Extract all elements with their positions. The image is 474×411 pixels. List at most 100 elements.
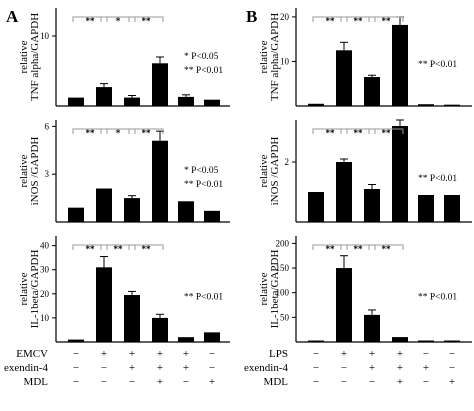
p-value-annotation-2: ** P<0.01 — [184, 66, 223, 76]
sig-stars-1: ** — [326, 128, 336, 138]
condition-label: MDL — [264, 376, 289, 388]
y-tick-label: 6 — [45, 121, 50, 131]
y-axis-label-line-1: relative — [18, 154, 30, 187]
y-axis-label-line-1: relative — [258, 272, 270, 305]
condition-mark: − — [313, 362, 319, 374]
bar-1 — [308, 192, 324, 222]
condition-mark: − — [341, 376, 347, 388]
condition-mark: − — [209, 362, 215, 374]
sig-bracket-1 — [312, 16, 348, 22]
y-axis-label-line-2: IL-1beta/GAPDH — [29, 250, 41, 329]
condition-label: LPS — [269, 348, 288, 360]
bar-2 — [336, 162, 352, 222]
sig-stars-2: * — [116, 16, 121, 26]
y-tick-label: 3 — [45, 169, 50, 179]
bar-2 — [96, 87, 112, 106]
y-tick-label: 40 — [40, 241, 50, 251]
condition-label: MDL — [24, 376, 49, 388]
y-axis-label-line-2: iNOS /GAPDH — [29, 137, 41, 206]
p-value-annotation-1: ** P<0.01 — [418, 60, 457, 70]
bar-5 — [418, 340, 434, 342]
p-value-annotation-1: * P<0.05 — [184, 52, 219, 62]
bar-3 — [124, 295, 140, 342]
bar-2 — [336, 268, 352, 342]
bar-5 — [178, 337, 194, 342]
bar-1 — [68, 207, 84, 222]
bar-2 — [336, 50, 352, 106]
panel-label-a: A — [6, 7, 19, 26]
condition-mark: − — [73, 362, 79, 374]
bar-5 — [178, 96, 194, 106]
chart-panel-6: 50 100 150 200 relative IL-1beta/GAPDH ** ** ** *… — [258, 236, 472, 343]
condition-mark: − — [73, 348, 79, 360]
y-axis-label-line-2: TNF alpha/GAPDH — [269, 13, 281, 101]
condition-mark: + — [397, 362, 403, 374]
sig-bracket-1 — [72, 16, 108, 22]
y-axis-label-line-1: relative — [18, 272, 30, 305]
sig-stars-2: ** — [354, 244, 364, 254]
y-tick-label: 10 — [40, 313, 50, 323]
bar-3 — [364, 314, 380, 342]
sig-bracket-3 — [128, 244, 164, 250]
sig-stars-3: ** — [382, 16, 392, 26]
p-value-annotation-1: ** P<0.01 — [418, 293, 457, 303]
sig-bracket-1 — [312, 244, 348, 250]
condition-mark: − — [423, 376, 429, 388]
condition-mark: + — [369, 362, 375, 374]
y-tick-label: 10 — [280, 56, 290, 66]
condition-mark: − — [449, 362, 455, 374]
condition-mark: + — [341, 348, 347, 360]
condition-mark: − — [423, 348, 429, 360]
condition-mark: − — [101, 362, 107, 374]
bar-6 — [444, 340, 460, 342]
y-axis-label-line-2: TNF alpha/GAPDH — [29, 13, 41, 101]
y-tick-label: 10 — [40, 31, 50, 41]
y-tick-label: 50 — [280, 312, 290, 322]
chart-panel-5: 2 relative iNOS /GAPDH ** ** ** ** P<0.01 — [258, 119, 472, 223]
p-value-annotation-1: ** P<0.01 — [184, 293, 223, 303]
bar-1 — [68, 97, 84, 106]
bar-2 — [96, 188, 112, 222]
condition-mark: + — [129, 348, 135, 360]
bar-2 — [96, 267, 112, 342]
condition-mark: + — [129, 362, 135, 374]
sig-stars-3: ** — [142, 244, 152, 254]
bar-3 — [124, 198, 140, 222]
y-axis-label-line-2: iNOS /GAPDH — [269, 137, 281, 206]
panel-label-b: B — [246, 7, 257, 26]
sig-stars-3: ** — [382, 128, 392, 138]
sig-stars-2: ** — [354, 16, 364, 26]
bar-6 — [444, 104, 460, 106]
condition-label: exendin-4 — [244, 362, 288, 374]
sig-stars-2: * — [116, 128, 121, 138]
bar-4 — [152, 63, 168, 106]
p-value-annotation-1: ** P<0.01 — [418, 174, 457, 184]
condition-mark: + — [157, 348, 163, 360]
condition-mark: − — [209, 348, 215, 360]
bar-5 — [178, 201, 194, 222]
y-tick-label: 200 — [276, 238, 290, 248]
sig-bracket-3 — [368, 244, 404, 250]
sig-bracket-1 — [312, 128, 348, 134]
bar-6 — [204, 210, 220, 222]
bar-3 — [124, 97, 140, 106]
sig-bracket-2 — [100, 16, 136, 22]
conditions-layer: EMCV − + + + + − exendin-4 − − + + + − MDL − − − + − + LPS − + +… — [4, 348, 455, 388]
condition-mark: + — [183, 348, 189, 360]
condition-mark: − — [449, 348, 455, 360]
bar-4 — [392, 337, 408, 342]
y-axis-label-line-1: relative — [18, 40, 30, 73]
sig-bracket-1 — [72, 244, 108, 250]
bar-6 — [444, 195, 460, 222]
y-tick-label: 30 — [40, 265, 50, 275]
condition-mark: − — [101, 376, 107, 388]
bar-5 — [418, 104, 434, 106]
sig-stars-1: ** — [326, 16, 336, 26]
bar-4 — [152, 317, 168, 342]
condition-mark: − — [183, 376, 189, 388]
condition-mark: + — [157, 362, 163, 374]
bar-4 — [392, 24, 408, 106]
